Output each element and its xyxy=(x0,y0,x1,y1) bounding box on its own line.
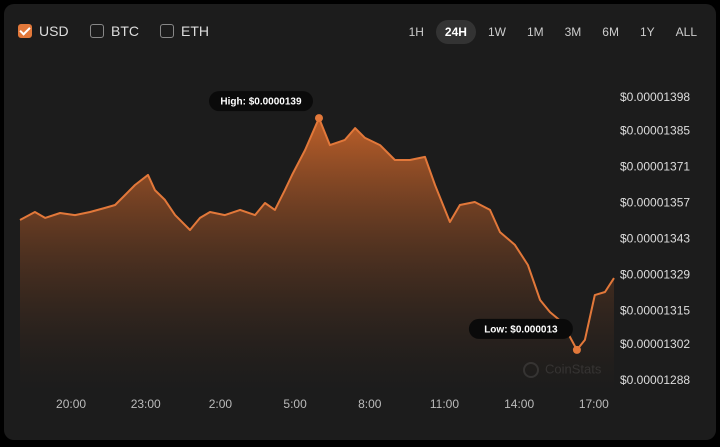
currency-label[interactable]: BTC xyxy=(111,23,139,39)
extreme-marker xyxy=(314,114,323,123)
currency-toggle[interactable]: BTC xyxy=(90,23,139,39)
range-button[interactable]: 6M xyxy=(602,25,619,39)
annotation-box xyxy=(468,318,573,339)
line xyxy=(19,117,615,351)
x-tick-label: 2:00 xyxy=(209,397,233,411)
toolbar: USD BTC ETH 1H 24H 1W 1M 3M 6M 1Y ALL xyxy=(4,4,716,60)
y-tick-label: $0.00001329 xyxy=(620,268,690,282)
y-tick-label: $0.00001288 xyxy=(620,373,690,387)
range-button[interactable]: ALL xyxy=(675,25,697,39)
y-tick-label: $0.00001398 xyxy=(620,90,690,104)
y-tick-label: $0.00001343 xyxy=(620,232,690,246)
y-tick-label: $0.00001385 xyxy=(620,124,690,138)
x-tick-label: 17:00 xyxy=(579,397,609,411)
annotation-text: Low: $0.000013 xyxy=(484,325,558,336)
range-button[interactable]: 1Y xyxy=(639,25,655,39)
range-button[interactable]: 1W xyxy=(487,25,506,39)
annotation: Low: $0.000013 xyxy=(468,318,573,339)
currency-label[interactable]: USD xyxy=(39,23,69,39)
extreme-marker xyxy=(572,345,581,354)
checkbox[interactable] xyxy=(18,24,32,38)
y-tick-label: $0.00001302 xyxy=(620,337,690,351)
range-button[interactable]: 24H xyxy=(435,20,476,44)
range-button[interactable]: 1M xyxy=(526,25,544,39)
currency-toggle[interactable]: USD xyxy=(18,23,69,39)
checkbox[interactable] xyxy=(90,24,104,38)
x-tick-label: 20:00 xyxy=(56,397,86,411)
x-tick-label: 14:00 xyxy=(504,397,534,411)
annotation-box xyxy=(208,91,313,112)
x-tick-label: 23:00 xyxy=(131,397,161,411)
range-button[interactable]: 1H xyxy=(408,25,424,39)
annotation-text: High: $0.0000139 xyxy=(220,97,302,108)
x-tick-label: 11:00 xyxy=(430,397,459,411)
x-tick-label: 8:00 xyxy=(358,397,382,411)
currency-toggle[interactable]: ETH xyxy=(160,23,209,39)
annotation: High: $0.0000139 xyxy=(208,91,313,112)
x-tick-label: 5:00 xyxy=(283,397,307,411)
checkbox[interactable] xyxy=(160,24,174,38)
currency-label[interactable]: ETH xyxy=(181,23,209,39)
range-selector: 1H 24H 1W 1M 3M 6M 1Y ALL xyxy=(397,20,706,44)
y-tick-label: $0.00001371 xyxy=(620,160,690,174)
y-tick-label: $0.00001357 xyxy=(620,196,690,210)
y-tick-label: $0.00001315 xyxy=(620,304,690,318)
range-button[interactable]: 3M xyxy=(564,25,582,39)
area xyxy=(20,118,614,392)
